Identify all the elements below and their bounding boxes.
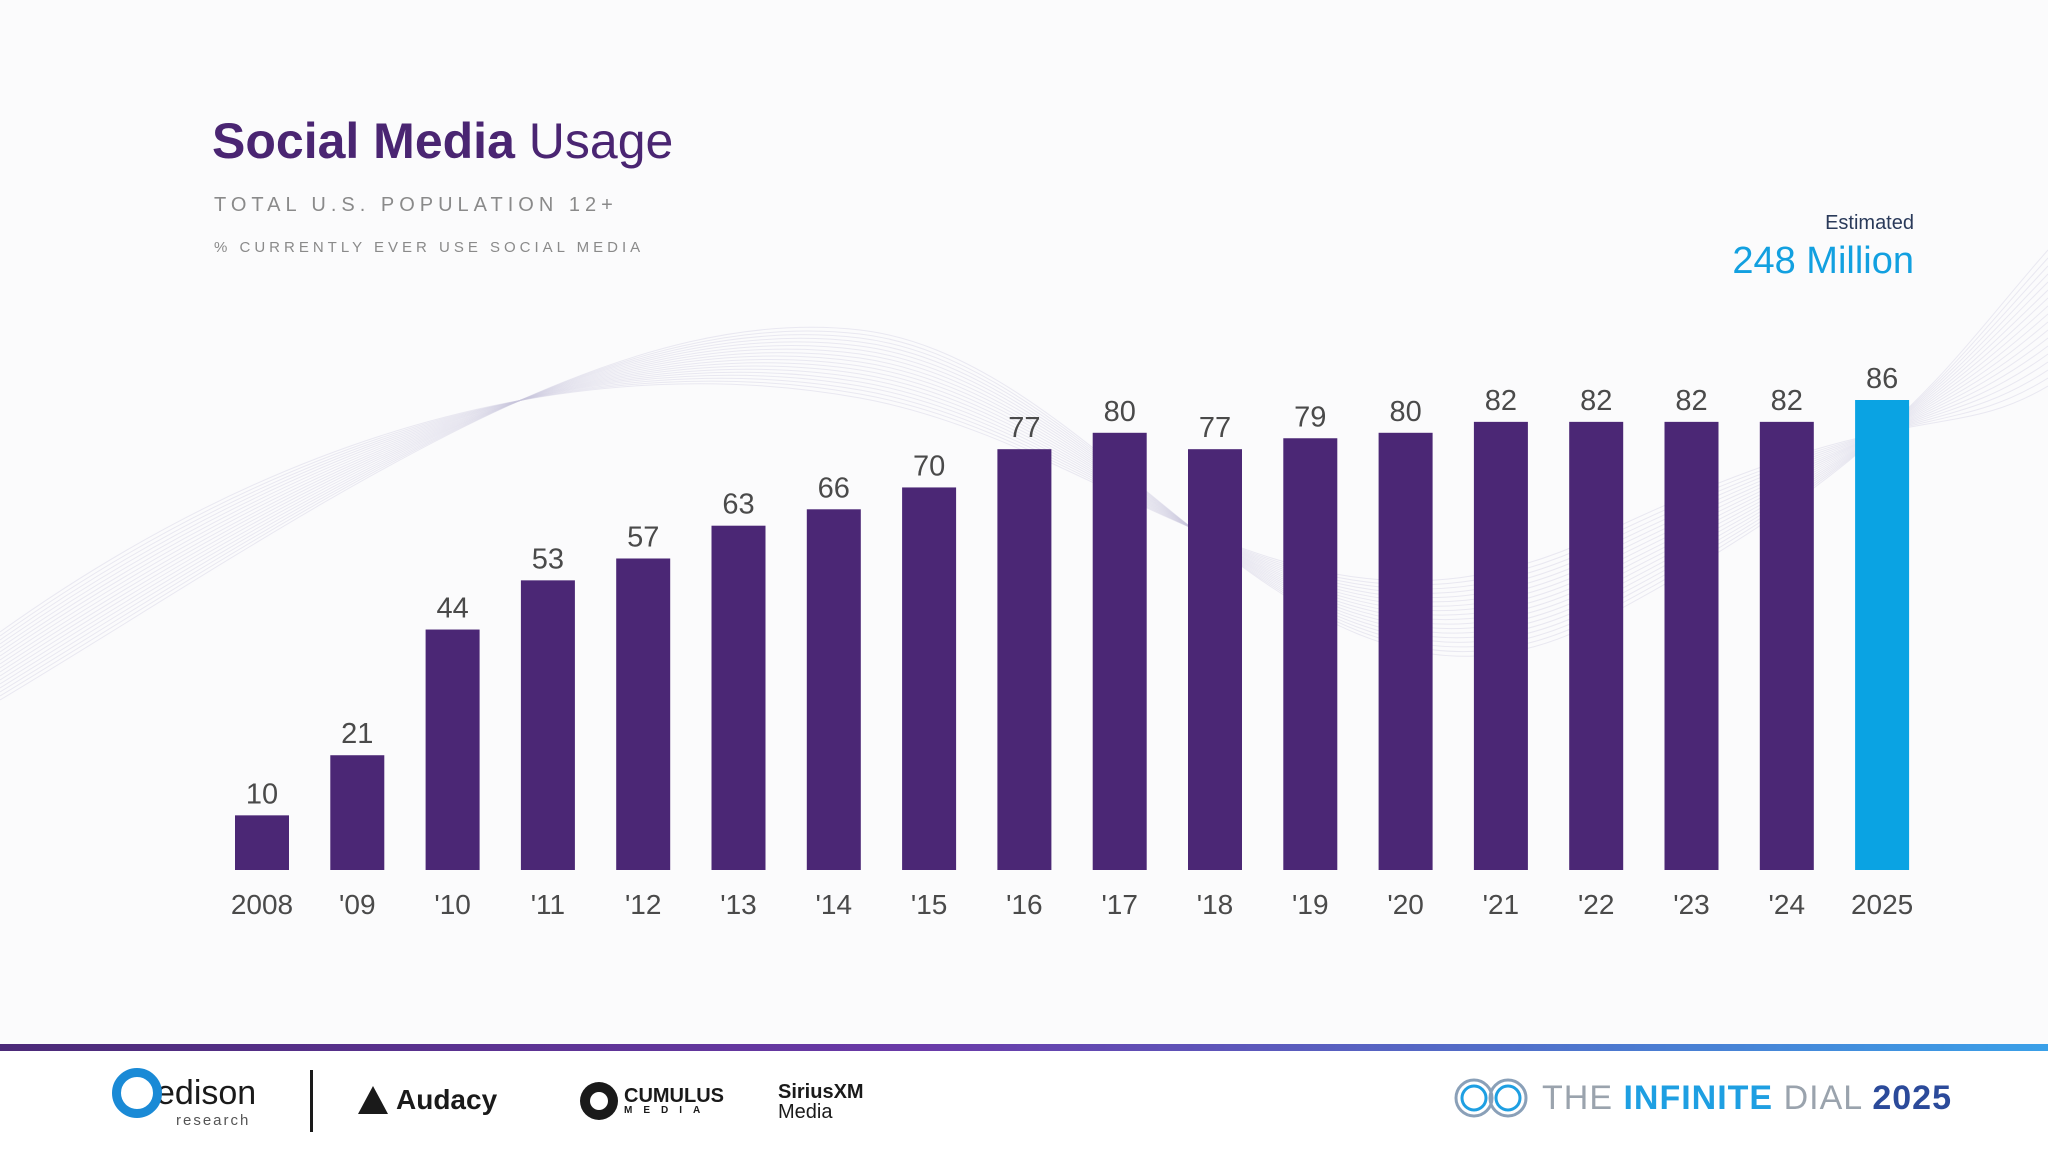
bar-value-label: 82: [1485, 385, 1517, 417]
bar: [1188, 449, 1242, 870]
bar: [425, 629, 480, 870]
footer-divider: [310, 1070, 313, 1132]
chart-title-bold: Social Media: [212, 113, 515, 169]
infinite-dial-year: 2025: [1872, 1078, 1952, 1117]
cumulus-media-logo: CUMULUS MEDIA: [580, 1082, 724, 1120]
x-tick-label: 2008: [231, 889, 293, 920]
x-tick-label: '15: [911, 889, 948, 920]
bar: [1378, 432, 1433, 870]
x-tick-label: '20: [1387, 889, 1424, 920]
x-tick-label: '22: [1578, 889, 1615, 920]
bar: [330, 755, 385, 870]
bar: [997, 449, 1052, 870]
bar-value-label: 63: [722, 489, 754, 521]
x-tick-labels-group: 2008 '09 '10 '11 '12 '13 '14 '15 '16 '17 '18 '19 '20…: [231, 889, 1913, 920]
infinite-dial-text: THE INFINITE DIAL 2025: [1542, 1079, 1952, 1118]
bar-value-label: 82: [1580, 385, 1612, 417]
bar-value-label: 80: [1389, 396, 1421, 428]
siriusxm-media-logo: SiriusXM Media: [778, 1082, 864, 1122]
bar-value-label: 82: [1675, 385, 1707, 417]
estimate-value: 248 Million: [1732, 240, 1914, 282]
bar: [806, 509, 861, 870]
x-tick-label: '13: [720, 889, 757, 920]
edison-logo-text: edison: [156, 1073, 257, 1112]
x-tick-label: '24: [1769, 889, 1806, 920]
siriusxm-logo-text: SiriusXM: [778, 1081, 864, 1103]
bar-value-label: 66: [818, 472, 850, 504]
cumulus-logo-subtext: MEDIA: [624, 1105, 712, 1116]
bar-value-label: 70: [913, 450, 945, 482]
bar: [1092, 432, 1147, 870]
audacy-logo: Audacy: [358, 1084, 497, 1116]
bar: [902, 487, 957, 870]
bars-group: [235, 400, 1910, 870]
chart-subtitle: TOTAL U.S. POPULATION 12+: [214, 194, 618, 216]
edison-research-logo: edison research: [112, 1068, 257, 1129]
bar: [1855, 400, 1910, 870]
infinite-dial-infinite: INFINITE: [1623, 1078, 1774, 1117]
infinite-dial-loop-icon: [1454, 1078, 1528, 1118]
infinite-dial-dial: DIAL: [1783, 1078, 1862, 1117]
chart-title-light: Usage: [528, 113, 674, 169]
x-tick-label: 2025: [1851, 889, 1913, 920]
bar-value-label: 53: [532, 543, 564, 575]
siriusxm-logo-subtext: Media: [778, 1101, 833, 1123]
x-tick-label: '18: [1197, 889, 1234, 920]
estimate-label: Estimated: [1825, 212, 1914, 234]
bar: [1569, 421, 1624, 870]
x-tick-label: '11: [531, 889, 565, 920]
cumulus-c-icon: [580, 1082, 618, 1120]
bar-value-label: 10: [246, 778, 278, 810]
bar: [520, 580, 575, 870]
infinite-dial-the: THE: [1542, 1078, 1613, 1117]
footer-bar: [0, 1051, 2048, 1152]
bar: [1759, 421, 1814, 870]
x-tick-label: '16: [1006, 889, 1043, 920]
x-tick-label: '09: [339, 889, 376, 920]
bar-value-label: 79: [1294, 401, 1326, 433]
bar-value-label: 21: [341, 718, 373, 750]
bar-value-label: 80: [1104, 396, 1136, 428]
cumulus-logo-text: CUMULUS: [624, 1085, 724, 1107]
value-labels-group: 10 21 44 53 57 63 66 70 77 80 77 79 80 82 82 82 82 86: [246, 363, 1898, 810]
audacy-logo-text: Audacy: [396, 1084, 498, 1115]
bar: [235, 815, 289, 870]
chart-title: Social Media Usage: [212, 112, 673, 170]
bar: [616, 558, 671, 870]
bar: [1283, 438, 1338, 870]
bar-value-label: 86: [1866, 363, 1898, 395]
bar-value-label: 57: [627, 521, 659, 553]
x-tick-label: '19: [1292, 889, 1329, 920]
chart-subtitle-secondary: % CURRENTLY EVER USE SOCIAL MEDIA: [214, 239, 645, 256]
cumulus-logo-text-block: CUMULUS MEDIA: [624, 1086, 724, 1116]
siriusxm-logo-text-block: SiriusXM Media: [778, 1082, 864, 1122]
footer-gradient-line: [0, 1044, 2048, 1051]
edison-logo-subtext: research: [176, 1112, 251, 1129]
infinite-dial-logo: THE INFINITE DIAL 2025: [1452, 1074, 1952, 1122]
audacy-triangle-icon: [358, 1086, 388, 1114]
x-tick-label: '12: [625, 889, 662, 920]
bar: [1473, 421, 1528, 870]
bar-value-label: 77: [1199, 412, 1231, 444]
x-tick-label: '21: [1483, 889, 1520, 920]
x-tick-label: '10: [434, 889, 471, 920]
x-tick-label: '17: [1101, 889, 1138, 920]
bar-value-label: 77: [1008, 412, 1040, 444]
bar: [1664, 421, 1719, 870]
bar-value-label: 82: [1771, 385, 1803, 417]
edison-globe-icon: [112, 1068, 162, 1118]
bar-value-label: 44: [436, 593, 468, 625]
bar: [711, 525, 766, 870]
x-tick-label: '23: [1673, 889, 1710, 920]
x-tick-label: '14: [816, 889, 853, 920]
